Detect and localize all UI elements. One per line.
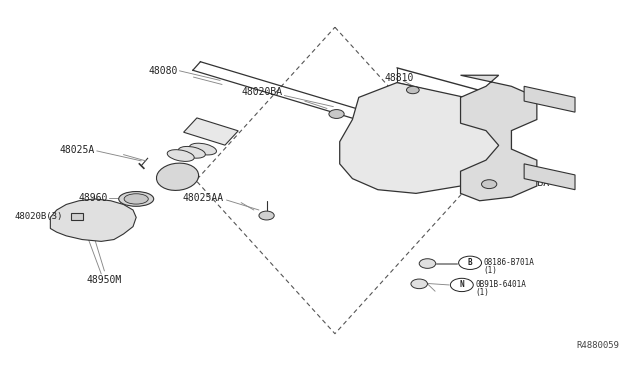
Circle shape xyxy=(259,211,274,220)
Text: R4880059: R4880059 xyxy=(577,341,620,350)
Text: 08186-B701A: 08186-B701A xyxy=(483,258,534,267)
Circle shape xyxy=(406,86,419,94)
Polygon shape xyxy=(524,164,575,190)
Text: 48960: 48960 xyxy=(78,193,108,203)
Text: B: B xyxy=(468,258,472,267)
Ellipse shape xyxy=(167,150,194,161)
Text: 48810: 48810 xyxy=(384,73,413,83)
Polygon shape xyxy=(340,83,511,193)
Text: (1): (1) xyxy=(475,288,489,297)
Circle shape xyxy=(411,279,428,289)
FancyBboxPatch shape xyxy=(71,213,83,220)
Ellipse shape xyxy=(179,147,205,158)
Text: 48020BA: 48020BA xyxy=(241,87,282,97)
Text: 48950M: 48950M xyxy=(87,275,122,285)
Circle shape xyxy=(329,110,344,118)
Text: 0B91B-6401A: 0B91B-6401A xyxy=(475,280,526,289)
Ellipse shape xyxy=(124,194,148,204)
Circle shape xyxy=(451,278,473,292)
Text: 48020BA: 48020BA xyxy=(508,178,549,188)
Polygon shape xyxy=(461,75,537,201)
Text: (1): (1) xyxy=(483,266,497,275)
Text: 48080: 48080 xyxy=(148,66,177,76)
Ellipse shape xyxy=(189,143,216,155)
Ellipse shape xyxy=(118,192,154,206)
Polygon shape xyxy=(51,199,136,241)
Polygon shape xyxy=(524,86,575,112)
Text: 48025AA: 48025AA xyxy=(183,193,224,203)
Text: N: N xyxy=(460,280,464,289)
Ellipse shape xyxy=(156,163,198,190)
Circle shape xyxy=(419,259,436,268)
Polygon shape xyxy=(184,118,238,145)
Text: 48025A: 48025A xyxy=(60,145,95,155)
Circle shape xyxy=(459,256,481,269)
Text: 48020B(3): 48020B(3) xyxy=(15,212,63,221)
Circle shape xyxy=(481,180,497,189)
